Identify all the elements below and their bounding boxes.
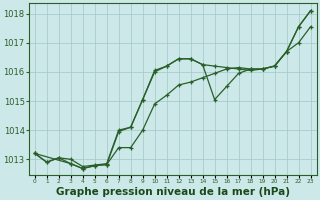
X-axis label: Graphe pression niveau de la mer (hPa): Graphe pression niveau de la mer (hPa) [56,187,290,197]
